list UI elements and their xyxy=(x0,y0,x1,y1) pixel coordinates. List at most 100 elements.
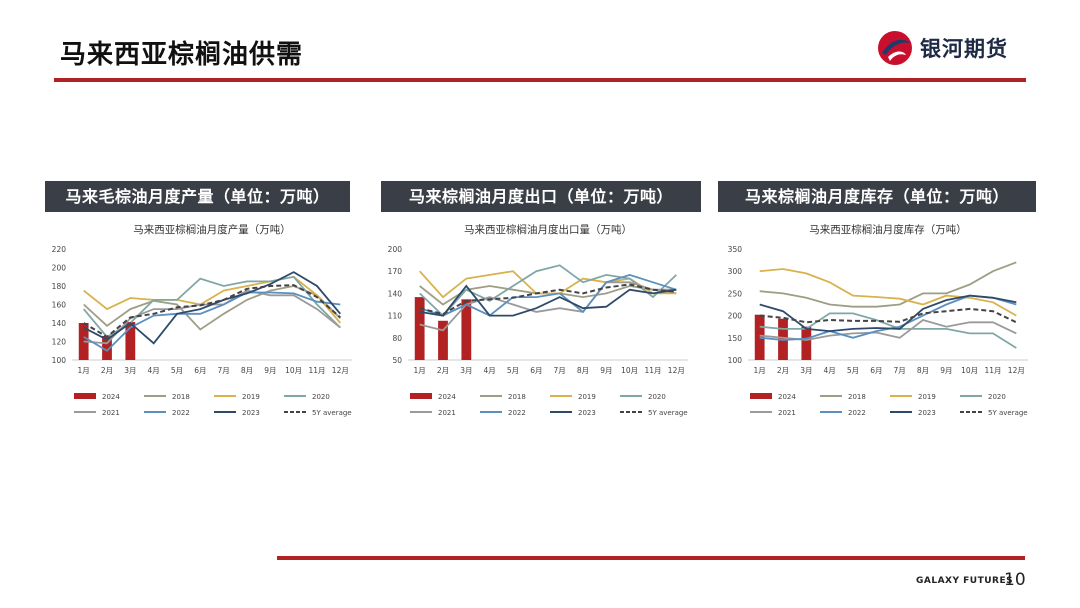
x-tick-label: 12月 xyxy=(668,366,685,375)
x-tick-label: 2月 xyxy=(437,366,449,375)
chart-title: 马来西亚棕榈油月度库存（万吨） xyxy=(809,223,967,236)
panel-header-production: 马来毛棕油月度产量（单位：万吨） xyxy=(45,181,350,212)
brand-logo: 银河期货 xyxy=(876,28,1008,68)
bar-2024 xyxy=(102,335,112,360)
legend-label: 2022 xyxy=(848,409,866,417)
y-tick-label: 180 xyxy=(52,282,67,291)
y-tick-label: 50 xyxy=(392,356,402,365)
legend-label: 2024 xyxy=(102,393,120,401)
y-tick-label: 250 xyxy=(728,289,743,298)
legend-label: 2022 xyxy=(172,409,190,417)
x-tick-label: 9月 xyxy=(600,366,612,375)
page-title: 马来西亚棕榈油供需 xyxy=(60,40,304,70)
x-tick-label: 3月 xyxy=(460,366,472,375)
bar-2024 xyxy=(754,314,765,360)
x-tick-label: 4月 xyxy=(824,366,836,375)
series-line-2018 xyxy=(83,285,341,331)
legend-label: 2023 xyxy=(918,409,936,417)
legend-label: 2020 xyxy=(648,393,666,401)
x-tick-label: 10月 xyxy=(961,366,978,375)
page-number: 10 xyxy=(1004,570,1026,590)
y-tick-label: 100 xyxy=(52,356,67,365)
series-line-2022 xyxy=(83,291,341,352)
x-tick-label: 5月 xyxy=(507,366,519,375)
legend-label: 2018 xyxy=(508,393,526,401)
production-chart: 马来西亚棕榈油月度产量（万吨） 100 120 140 160 180 200 220 1月 2月… xyxy=(52,223,352,417)
legend-label: 2024 xyxy=(438,393,456,401)
x-tick-label: 2月 xyxy=(777,366,789,375)
chart-title: 马来西亚棕榈油月度出口量（万吨） xyxy=(464,223,632,236)
series-line-5y-average xyxy=(759,307,1017,324)
legend-label: 2019 xyxy=(578,393,596,401)
series-line-2023 xyxy=(83,271,341,345)
series-line-2020 xyxy=(759,312,1017,349)
galaxy-logo-icon xyxy=(878,31,912,65)
legend-label: 5Y average xyxy=(648,409,688,417)
series-line-5y-average xyxy=(83,284,341,339)
y-tick-label: 110 xyxy=(388,312,403,321)
y-tick-label: 100 xyxy=(728,356,743,365)
series-line-5y-average xyxy=(419,283,677,316)
footer-brand: GALAXY FUTURES xyxy=(916,576,1014,586)
y-tick-label: 140 xyxy=(52,319,67,328)
x-tick-label: 1月 xyxy=(754,366,766,375)
x-tick-label: 12月 xyxy=(332,366,349,375)
y-tick-label: 200 xyxy=(52,264,67,273)
bar-2024 xyxy=(801,326,812,360)
x-tick-label: 4月 xyxy=(484,366,496,375)
legend-label: 2020 xyxy=(312,393,330,401)
legend-label: 2018 xyxy=(172,393,190,401)
bar-2024 xyxy=(78,323,89,360)
x-tick-label: 2月 xyxy=(101,366,113,375)
series-line-2019 xyxy=(759,268,1017,317)
series-line-2023 xyxy=(759,294,1017,333)
panel-header-inventory: 马来棕榈油月度库存（单位：万吨） xyxy=(718,181,1036,212)
x-tick-label: 9月 xyxy=(264,366,276,375)
bar-2024 xyxy=(438,320,448,360)
brand-name: 银河期货 xyxy=(920,37,1008,61)
series-line-2023 xyxy=(419,284,677,317)
x-tick-label: 1月 xyxy=(414,366,426,375)
series-line-2020 xyxy=(419,264,677,317)
exports-chart: 马来西亚棕榈油月度出口量（万吨） 50 80 110 140 170 200 1月 2月 3月 4月… xyxy=(388,223,688,417)
legend-label: 2021 xyxy=(102,409,120,417)
x-tick-label: 7月 xyxy=(894,366,906,375)
y-tick-label: 350 xyxy=(728,245,743,254)
x-tick-label: 11月 xyxy=(644,366,661,375)
x-tick-label: 3月 xyxy=(800,366,812,375)
legend-label: 2019 xyxy=(918,393,936,401)
legend-label: 5Y average xyxy=(988,409,1028,417)
x-tick-label: 7月 xyxy=(218,366,230,375)
legend-label: 2021 xyxy=(438,409,456,417)
legend-label: 2019 xyxy=(242,393,260,401)
y-tick-label: 170 xyxy=(388,267,403,276)
legend-swatch xyxy=(74,393,96,399)
y-tick-label: 120 xyxy=(52,338,67,347)
y-tick-label: 220 xyxy=(52,245,67,254)
x-tick-label: 11月 xyxy=(984,366,1001,375)
y-tick-label: 200 xyxy=(388,245,403,254)
panel-header-exports: 马来棕榈油月度出口（单位：万吨） xyxy=(381,181,701,212)
series-line-2018 xyxy=(759,261,1017,308)
legend-label: 2020 xyxy=(988,393,1006,401)
bar-2024 xyxy=(414,297,425,360)
series-line-2022 xyxy=(419,273,677,317)
x-tick-label: 5月 xyxy=(171,366,183,375)
y-tick-label: 200 xyxy=(728,312,743,321)
legend-label: 2022 xyxy=(508,409,526,417)
inventory-chart: 马来西亚棕榈油月度库存（万吨） 100 150 200 250 300 350 1月 2月 3月 4… xyxy=(728,223,1028,417)
x-tick-label: 4月 xyxy=(148,366,160,375)
title-divider xyxy=(54,78,1026,82)
legend-label: 2018 xyxy=(848,393,866,401)
x-tick-label: 1月 xyxy=(78,366,90,375)
legend-swatch xyxy=(750,393,772,399)
x-tick-label: 6月 xyxy=(194,366,206,375)
x-tick-label: 5月 xyxy=(847,366,859,375)
x-tick-label: 7月 xyxy=(554,366,566,375)
y-tick-label: 150 xyxy=(728,334,743,343)
x-tick-label: 10月 xyxy=(621,366,638,375)
x-tick-label: 9月 xyxy=(940,366,952,375)
y-tick-label: 80 xyxy=(392,334,402,343)
x-tick-label: 6月 xyxy=(530,366,542,375)
bar-2024 xyxy=(461,299,472,360)
